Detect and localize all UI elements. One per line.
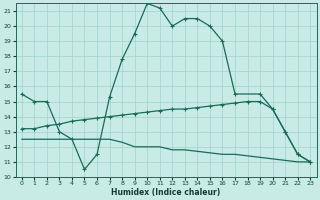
X-axis label: Humidex (Indice chaleur): Humidex (Indice chaleur) — [111, 188, 221, 197]
